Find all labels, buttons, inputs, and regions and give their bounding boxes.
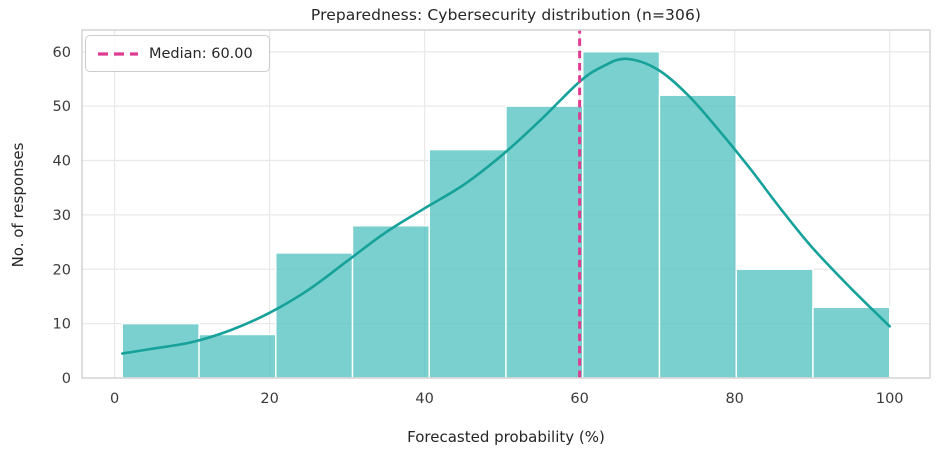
histogram-bar: [658, 94, 737, 379]
y-tick-label: 10: [53, 317, 71, 333]
y-tick-label: 60: [53, 45, 71, 61]
median-line-swatch: [98, 51, 138, 56]
x-tick-label: 100: [876, 391, 904, 407]
y-tick-label: 0: [62, 371, 71, 387]
histogram-bar: [198, 333, 277, 379]
y-tick-label: 40: [53, 154, 71, 170]
histogram-bar: [275, 252, 354, 379]
y-tick-label: 30: [53, 208, 71, 224]
y-tick-label: 20: [53, 262, 71, 278]
histogram-bar: [735, 268, 814, 379]
x-axis-label: Forecasted probability (%): [407, 428, 605, 446]
histogram-bar: [582, 51, 661, 379]
chart-title: Preparedness: Cybersecurity distribution…: [310, 6, 702, 24]
histogram-bar: [428, 148, 507, 379]
histogram-bar: [351, 225, 430, 379]
x-tick-label: 80: [725, 391, 743, 407]
histogram-bar: [505, 105, 584, 379]
legend[interactable]: Median: 60.00: [85, 35, 270, 72]
histogram-bar: [812, 306, 891, 379]
kde-curve: [121, 57, 891, 355]
plot-frame: [81, 29, 931, 379]
y-axis-label: No. of responses: [9, 142, 27, 268]
x-tick-label: 0: [110, 391, 119, 407]
y-tick-label: 50: [53, 99, 71, 115]
x-tick-label: 60: [570, 391, 588, 407]
x-tick-label: 40: [415, 391, 433, 407]
x-tick-label: 20: [260, 391, 278, 407]
legend-label: Median: 60.00: [149, 45, 253, 62]
